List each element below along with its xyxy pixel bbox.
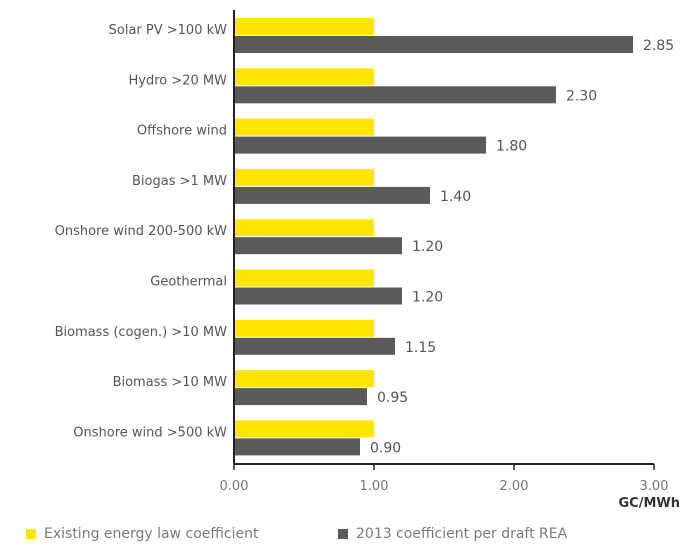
data-label: 1.20 <box>412 239 443 255</box>
bar-draft-rea <box>234 186 430 204</box>
data-label: 1.15 <box>405 340 436 356</box>
bar-draft-rea <box>234 36 633 53</box>
category-label: Biomass >10 MW <box>113 375 228 390</box>
bar-draft-rea <box>234 86 556 104</box>
legend-swatch-draft-rea <box>338 529 348 539</box>
x-tick-label: 1.00 <box>360 479 389 494</box>
bar-existing <box>234 219 374 237</box>
x-tick-label: 2.00 <box>500 479 529 494</box>
data-label: 1.20 <box>412 290 443 306</box>
bar-draft-rea <box>234 237 402 255</box>
category-label: Solar PV >100 kW <box>109 23 227 38</box>
legend-item-draft-rea: 2013 coefficient per draft REA <box>338 526 567 542</box>
x-tick-label: 3.00 <box>640 479 669 494</box>
category-label: Offshore wind <box>137 124 227 139</box>
bar-existing <box>234 319 374 337</box>
data-label: 1.40 <box>440 189 471 205</box>
ticks-layer: 0.00 1.00 2.00 3.00 <box>220 464 669 494</box>
data-label: 1.80 <box>496 139 527 155</box>
data-label: 2.85 <box>643 38 674 54</box>
category-label: Biogas >1 MW <box>132 174 227 189</box>
bar-existing <box>234 168 374 186</box>
data-label: 2.30 <box>566 88 597 104</box>
bar-existing <box>234 118 374 136</box>
legend-item-existing: Existing energy law coefficient <box>26 526 258 542</box>
data-label: 0.90 <box>370 440 401 456</box>
x-tick-label: 0.00 <box>220 479 249 494</box>
legend: Existing energy law coefficient 2013 coe… <box>0 520 686 544</box>
category-label: Geothermal <box>150 275 227 290</box>
category-label: Onshore wind >500 kW <box>73 425 227 440</box>
data-label: 0.95 <box>377 390 408 406</box>
bar-draft-rea <box>234 136 486 154</box>
category-label: Biomass (cogen.) >10 MW <box>55 325 228 340</box>
bar-draft-rea <box>234 287 402 305</box>
bars-layer <box>234 18 633 456</box>
bar-existing <box>234 370 374 388</box>
bar-existing <box>234 18 374 35</box>
bar-existing <box>234 68 374 86</box>
bar-existing <box>234 420 374 438</box>
x-axis-title: GC/MWh <box>619 496 681 511</box>
bar-existing <box>234 269 374 287</box>
legend-label-existing: Existing energy law coefficient <box>44 526 259 542</box>
bar-draft-rea <box>234 438 360 456</box>
legend-label-draft-rea: 2013 coefficient per draft REA <box>356 526 568 542</box>
bar-draft-rea <box>234 337 395 355</box>
category-label: Hydro >20 MW <box>128 73 227 88</box>
labels-layer: Solar PV >100 kW 2.85 Hydro >20 MW 2.30 Offs… <box>55 23 675 456</box>
bar-draft-rea <box>234 388 367 406</box>
legend-swatch-existing <box>26 529 36 539</box>
category-label: Onshore wind 200-500 kW <box>55 224 227 239</box>
